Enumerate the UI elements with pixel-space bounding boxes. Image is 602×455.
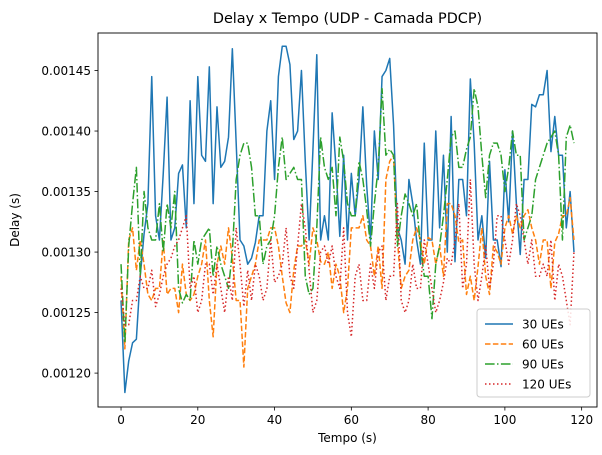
x-tick-label: 0: [117, 413, 125, 427]
y-tick-label: 0.00130: [41, 245, 91, 259]
x-tick-label: 40: [267, 413, 282, 427]
legend-label: 120 UEs: [522, 377, 571, 391]
y-tick-label: 0.00125: [41, 306, 91, 320]
x-tick-label: 60: [344, 413, 359, 427]
x-axis-label: Tempo (s): [317, 431, 377, 445]
series-line-1: [120, 45, 575, 394]
y-axis-label: Delay (s): [8, 193, 22, 247]
x-tick-label: 20: [190, 413, 205, 427]
y-tick-label: 0.00120: [41, 366, 91, 380]
legend-label: 30 UEs: [522, 317, 564, 331]
series-line-4: [120, 178, 575, 338]
legend-label: 60 UEs: [522, 337, 564, 351]
y-tick-label: 0.00145: [41, 64, 91, 78]
y-axis-ticks: 0.00120 0.00125 0.00130 0.00135 0.00140 0.001…: [41, 64, 98, 380]
legend-box: [476, 308, 591, 398]
x-tick-label: 120: [570, 413, 593, 427]
x-tick-label: 80: [420, 413, 435, 427]
y-tick-label: 0.00135: [41, 185, 91, 199]
y-tick-label: 0.00140: [41, 124, 91, 138]
legend-label: 90 UEs: [522, 357, 564, 371]
x-tick-label: 100: [493, 413, 516, 427]
axes-frame: [97, 32, 598, 408]
series-line-3: [120, 87, 575, 344]
legend: 30 UEs 60 UEs 90 UEs 120 UEs: [476, 308, 591, 398]
series-line-2: [120, 154, 575, 368]
x-axis-ticks: 0 20 40 60 80 100 120: [117, 407, 593, 427]
chart-title: Delay x Tempo (UDP - Camada PDCP): [213, 11, 482, 27]
series-layer: [120, 45, 575, 394]
